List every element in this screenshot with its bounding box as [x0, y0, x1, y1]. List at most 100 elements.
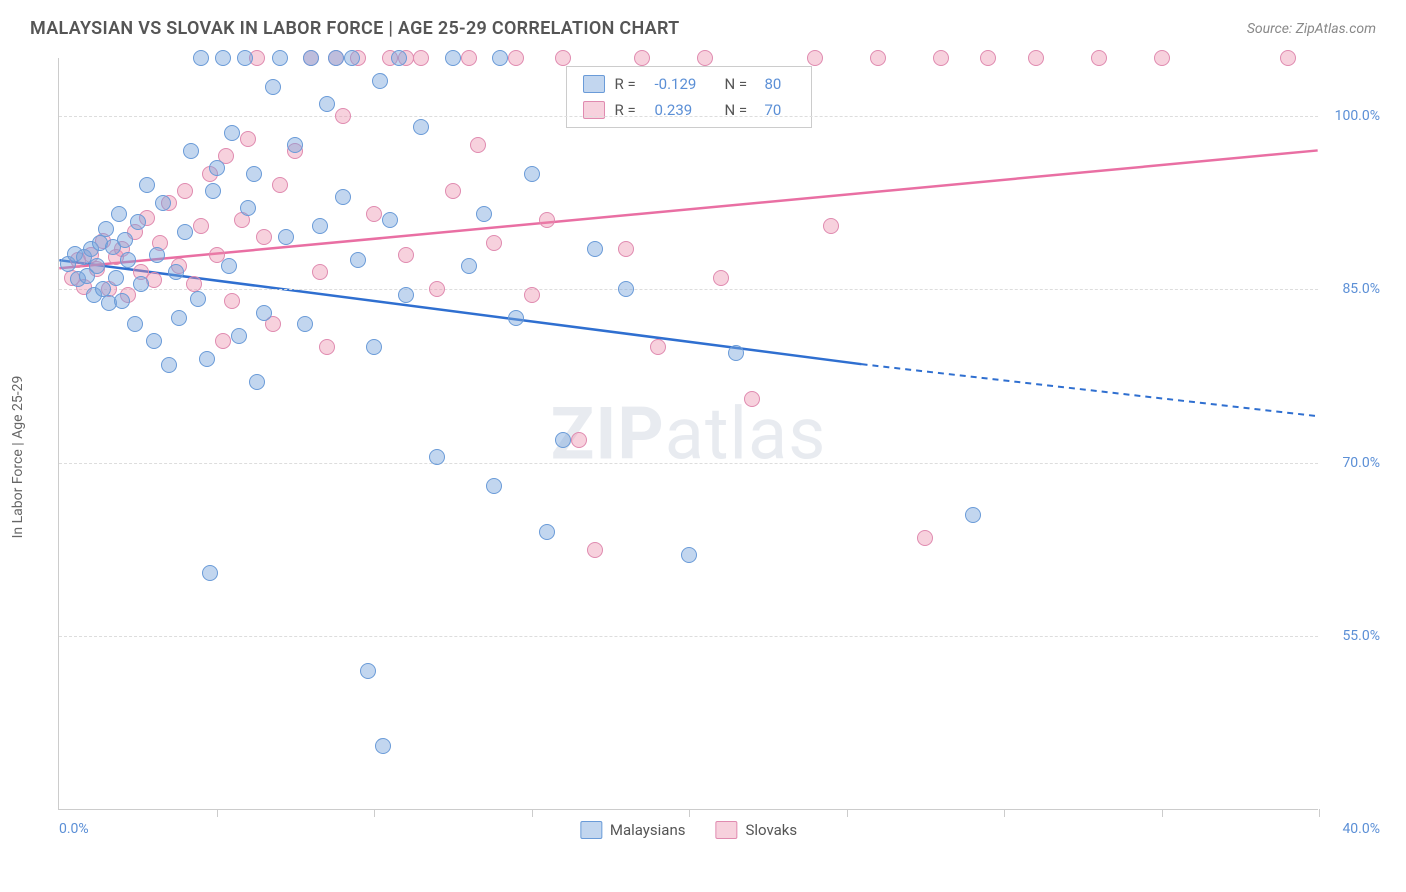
- r-label: R =: [615, 75, 645, 93]
- data-point: [587, 241, 603, 257]
- data-point: [470, 137, 486, 153]
- data-point: [492, 50, 508, 66]
- x-tick: [532, 809, 533, 817]
- chart-title: MALAYSIAN VS SLOVAK IN LABOR FORCE | AGE…: [30, 18, 680, 39]
- n-label: N =: [725, 75, 755, 93]
- x-tick: [1004, 809, 1005, 817]
- data-point: [224, 293, 240, 309]
- legend-item-slovaks: Slovaks: [715, 821, 797, 839]
- x-tick: [1162, 809, 1163, 817]
- data-point: [366, 206, 382, 222]
- y-axis-title: In Labor Force | Age 25-29: [10, 376, 26, 539]
- data-point: [917, 530, 933, 546]
- gridline-h: [59, 463, 1318, 464]
- data-point: [256, 305, 272, 321]
- data-point: [224, 125, 240, 141]
- data-point: [398, 287, 414, 303]
- data-point: [278, 229, 294, 245]
- data-point: [297, 316, 313, 332]
- data-point: [1154, 50, 1170, 66]
- data-point: [728, 345, 744, 361]
- data-point: [312, 218, 328, 234]
- data-point: [249, 374, 265, 390]
- data-point: [476, 206, 492, 222]
- x-min-label: 0.0%: [59, 821, 89, 837]
- data-point: [193, 50, 209, 66]
- y-tick-label: 100.0%: [1335, 108, 1380, 124]
- data-point: [287, 137, 303, 153]
- data-point: [89, 258, 105, 274]
- data-point: [823, 218, 839, 234]
- data-point: [256, 229, 272, 245]
- data-point: [524, 166, 540, 182]
- x-max-label: 40.0%: [1342, 821, 1380, 837]
- data-point: [130, 214, 146, 230]
- data-point: [335, 189, 351, 205]
- data-point: [111, 206, 127, 222]
- x-tick: [689, 809, 690, 817]
- data-point: [114, 293, 130, 309]
- data-point: [413, 119, 429, 135]
- data-point: [240, 131, 256, 147]
- x-tick: [374, 809, 375, 817]
- data-point: [177, 224, 193, 240]
- data-point: [155, 195, 171, 211]
- swatch-malaysians: [580, 821, 602, 839]
- series-legend: Malaysians Slovaks: [580, 821, 797, 839]
- data-point: [237, 50, 253, 66]
- data-point: [461, 50, 477, 66]
- data-point: [366, 339, 382, 355]
- data-point: [149, 247, 165, 263]
- swatch-slovaks: [715, 821, 737, 839]
- data-point: [398, 247, 414, 263]
- data-point: [980, 50, 996, 66]
- legend-label-slovaks: Slovaks: [745, 821, 797, 839]
- data-point: [168, 264, 184, 280]
- data-point: [486, 235, 502, 251]
- data-point: [429, 281, 445, 297]
- n-value-malaysians: 80: [765, 75, 795, 93]
- data-point: [139, 177, 155, 193]
- data-point: [319, 339, 335, 355]
- correlation-legend: R = -0.129 N = 80 R = 0.239 N = 70: [566, 66, 812, 128]
- y-tick-label: 70.0%: [1342, 455, 1380, 471]
- legend-label-malaysians: Malaysians: [610, 821, 686, 839]
- data-point: [133, 276, 149, 292]
- data-point: [697, 50, 713, 66]
- swatch-malaysians: [583, 75, 605, 93]
- data-point: [391, 50, 407, 66]
- data-point: [618, 241, 634, 257]
- data-point: [193, 218, 209, 234]
- data-point: [429, 449, 445, 465]
- data-point: [382, 212, 398, 228]
- data-point: [205, 183, 221, 199]
- data-point: [360, 663, 376, 679]
- data-point: [571, 432, 587, 448]
- data-point: [587, 542, 603, 558]
- data-point: [1028, 50, 1044, 66]
- data-point: [161, 357, 177, 373]
- data-point: [183, 143, 199, 159]
- y-tick-label: 85.0%: [1342, 281, 1380, 297]
- chart-container: In Labor Force | Age 25-29 ZIPatlas R = …: [58, 58, 1388, 840]
- data-point: [335, 108, 351, 124]
- data-point: [539, 212, 555, 228]
- data-point: [508, 310, 524, 326]
- data-point: [486, 478, 502, 494]
- data-point: [1091, 50, 1107, 66]
- data-point: [186, 276, 202, 292]
- data-point: [413, 50, 429, 66]
- legend-item-malaysians: Malaysians: [580, 821, 686, 839]
- data-point: [177, 183, 193, 199]
- data-point: [120, 252, 136, 268]
- data-point: [272, 177, 288, 193]
- data-point: [681, 547, 697, 563]
- data-point: [445, 183, 461, 199]
- r-value-malaysians: -0.129: [655, 75, 715, 93]
- data-point: [171, 310, 187, 326]
- data-point: [555, 50, 571, 66]
- data-point: [303, 50, 319, 66]
- data-point: [209, 160, 225, 176]
- data-point: [372, 73, 388, 89]
- y-tick-label: 55.0%: [1342, 628, 1380, 644]
